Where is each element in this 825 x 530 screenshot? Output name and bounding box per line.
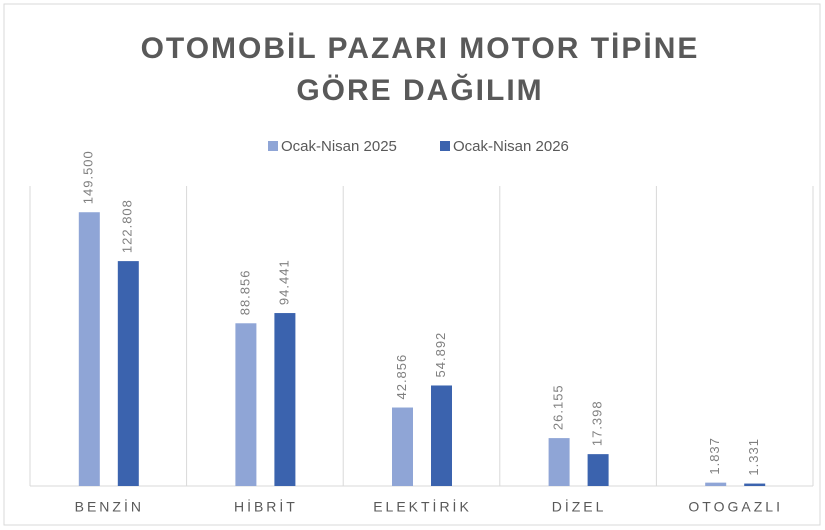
data-label: 42.856 [394, 354, 409, 400]
legend-swatch [268, 141, 278, 151]
bar [235, 323, 257, 486]
x-tick-label: HİBRİT [234, 498, 298, 515]
data-label: 149.500 [81, 150, 96, 204]
bar [392, 407, 413, 486]
legend-swatch [440, 141, 450, 151]
bar [117, 261, 139, 486]
x-tick-label: OTOGAZLI [688, 499, 783, 515]
data-label: 26.155 [551, 384, 566, 430]
legend-label: Ocak-Nisan 2025 [281, 138, 397, 155]
bar [744, 483, 766, 486]
x-tick-label: ELEKTİRİK [373, 498, 472, 515]
data-label: 94.441 [276, 259, 291, 305]
bar [705, 482, 727, 486]
data-label: 17.398 [590, 400, 605, 446]
legend-label: Ocak-Nisan 2026 [453, 138, 569, 155]
bar [587, 454, 609, 486]
data-label: 1.331 [746, 438, 761, 476]
chart-title: GÖRE DAĞILIM [296, 73, 543, 107]
bar [274, 313, 296, 486]
x-tick-label: DİZEL [552, 498, 607, 515]
data-label: 122.808 [120, 199, 135, 253]
data-label: 54.892 [433, 332, 448, 378]
bar [78, 212, 100, 486]
chart-title: OTOMOBİL PAZARI MOTOR TİPİNE [141, 32, 700, 65]
data-label: 88.856 [237, 270, 252, 316]
bar [431, 385, 452, 486]
data-label: 1.837 [707, 437, 722, 475]
bar [548, 438, 570, 486]
x-tick-label: BENZİN [75, 498, 144, 515]
